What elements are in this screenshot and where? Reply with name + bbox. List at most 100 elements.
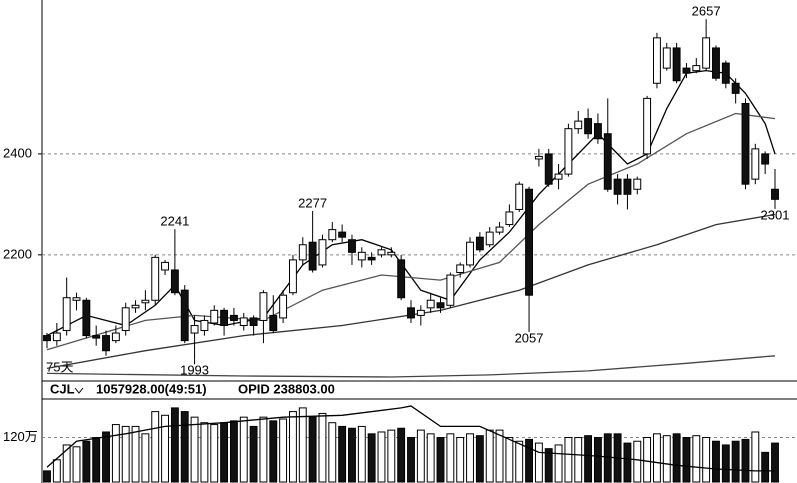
volume-bar	[121, 425, 130, 483]
candle-body	[682, 67, 691, 74]
volume-bar	[495, 429, 504, 483]
volume-bar	[603, 433, 612, 483]
volume-bar	[82, 440, 91, 483]
volume-bar	[672, 433, 681, 483]
candle-body	[62, 297, 71, 332]
candle-body	[407, 307, 415, 319]
volume-bar	[210, 424, 219, 483]
candle-body	[436, 302, 445, 309]
volume-bar	[72, 446, 81, 483]
candle-body	[475, 236, 484, 251]
candle-body	[416, 309, 425, 316]
volume-bar	[279, 418, 288, 483]
candle-body	[269, 314, 278, 332]
volume-bar	[161, 414, 169, 483]
candle-body	[662, 47, 671, 69]
volume-bar	[357, 425, 366, 483]
y-tick-label: 2400	[3, 145, 32, 160]
volume-bar	[338, 425, 347, 483]
dropdown-chevron[interactable]	[74, 387, 84, 394]
volume-bar	[367, 433, 376, 483]
indicator-name[interactable]: CJL	[50, 381, 75, 396]
volume-bar	[62, 444, 71, 483]
candle-body	[554, 173, 563, 180]
volume-bar	[239, 416, 248, 483]
volume-info: 1057928.00(49:51)	[96, 381, 207, 396]
candle-body	[102, 335, 110, 352]
candle-body	[525, 188, 533, 296]
candle-body	[367, 256, 376, 261]
candle-body	[111, 332, 120, 342]
candle-body	[328, 229, 337, 241]
volume-bar	[761, 451, 770, 483]
candle-body	[495, 226, 504, 233]
candle-body	[574, 120, 583, 130]
volume-bar	[308, 416, 317, 483]
opid-info: OPID 238803.00	[238, 381, 335, 396]
volume-bar	[52, 459, 61, 483]
volume-average	[46, 405, 775, 472]
volume-bar	[633, 440, 642, 483]
volume-bar	[525, 438, 533, 483]
candle-body	[741, 102, 750, 185]
candle-body	[180, 289, 189, 342]
volume-bar	[466, 433, 474, 483]
candle-body	[229, 314, 238, 321]
volume-bar	[751, 431, 760, 483]
candle-body	[338, 231, 347, 238]
candle-body	[161, 261, 169, 271]
volume-bar	[771, 442, 779, 483]
candle-body	[564, 128, 573, 175]
candle-body	[200, 319, 209, 332]
candle-body	[534, 155, 543, 160]
volume-bar	[200, 422, 209, 483]
candle-body	[318, 239, 327, 266]
volume-bar	[348, 427, 356, 483]
candle-body	[721, 62, 730, 84]
volume-bar	[92, 437, 101, 483]
volume-bar	[544, 448, 553, 483]
volume-bar	[584, 435, 593, 483]
volume-bar	[298, 407, 307, 483]
volume-bar	[377, 431, 386, 483]
volume-bar	[43, 470, 51, 483]
candle-body	[505, 211, 514, 226]
volume-bar	[387, 429, 396, 483]
candle-body	[584, 118, 593, 135]
volume-bar	[712, 440, 720, 483]
volume-bar	[653, 433, 661, 483]
candle-body	[603, 133, 612, 190]
candle-body	[72, 297, 81, 301]
candle-body	[633, 178, 642, 190]
volume-bar	[475, 435, 484, 483]
volume-bar	[534, 442, 543, 483]
candle-body	[131, 304, 140, 309]
extreme-label: 2657	[692, 4, 721, 19]
candle-body	[239, 317, 248, 326]
candle-body	[653, 37, 661, 84]
volume-bar	[623, 442, 632, 483]
volume-bar	[721, 444, 730, 483]
volume-bar	[515, 440, 524, 483]
volume-bar	[702, 437, 711, 483]
candle-body	[426, 299, 435, 309]
volume-bar	[485, 429, 494, 483]
candle-body	[377, 249, 386, 256]
candle-body	[279, 294, 288, 319]
candle-body	[485, 231, 494, 246]
volume-bar	[397, 427, 406, 483]
candle-body	[593, 123, 602, 140]
moving-average	[46, 355, 776, 378]
candle-body	[387, 251, 396, 256]
candle-body	[210, 309, 219, 324]
volume-bar	[141, 433, 150, 483]
extreme-label: 2301	[761, 207, 790, 222]
candle-body	[43, 335, 51, 342]
candle-body	[466, 241, 474, 266]
y-tick-label: 120万	[3, 429, 38, 444]
volume-bar	[574, 437, 583, 483]
candle-body	[712, 47, 720, 79]
extreme-label: 2057	[515, 330, 544, 345]
candle-body	[771, 188, 779, 200]
